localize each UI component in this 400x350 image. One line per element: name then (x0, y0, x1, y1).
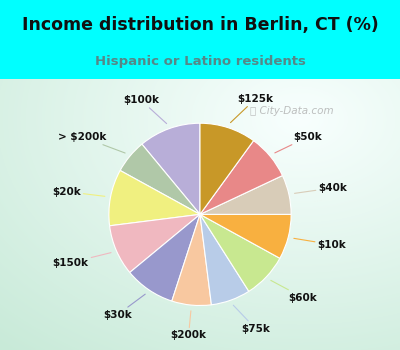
Text: $50k: $50k (275, 132, 322, 153)
Text: $20k: $20k (52, 187, 105, 197)
Text: $40k: $40k (294, 183, 348, 193)
Text: $150k: $150k (52, 253, 111, 268)
Wedge shape (200, 176, 291, 214)
Wedge shape (142, 123, 200, 214)
Text: $75k: $75k (233, 305, 270, 334)
Wedge shape (200, 123, 254, 214)
Text: Hispanic or Latino residents: Hispanic or Latino residents (94, 55, 306, 68)
Text: ⓘ City-Data.com: ⓘ City-Data.com (250, 106, 334, 116)
Text: $10k: $10k (294, 238, 346, 250)
Wedge shape (200, 214, 249, 305)
Text: $60k: $60k (271, 280, 317, 302)
Text: $100k: $100k (123, 95, 167, 124)
Text: $200k: $200k (170, 311, 206, 340)
Text: $125k: $125k (230, 94, 274, 122)
Wedge shape (109, 170, 200, 226)
Wedge shape (120, 144, 200, 214)
Wedge shape (200, 214, 280, 291)
Wedge shape (110, 214, 200, 272)
Text: Income distribution in Berlin, CT (%): Income distribution in Berlin, CT (%) (22, 16, 378, 34)
Wedge shape (172, 214, 212, 306)
Wedge shape (200, 214, 291, 258)
Text: $30k: $30k (103, 294, 145, 320)
Wedge shape (200, 141, 282, 214)
Wedge shape (130, 214, 200, 301)
Text: > $200k: > $200k (58, 132, 125, 153)
